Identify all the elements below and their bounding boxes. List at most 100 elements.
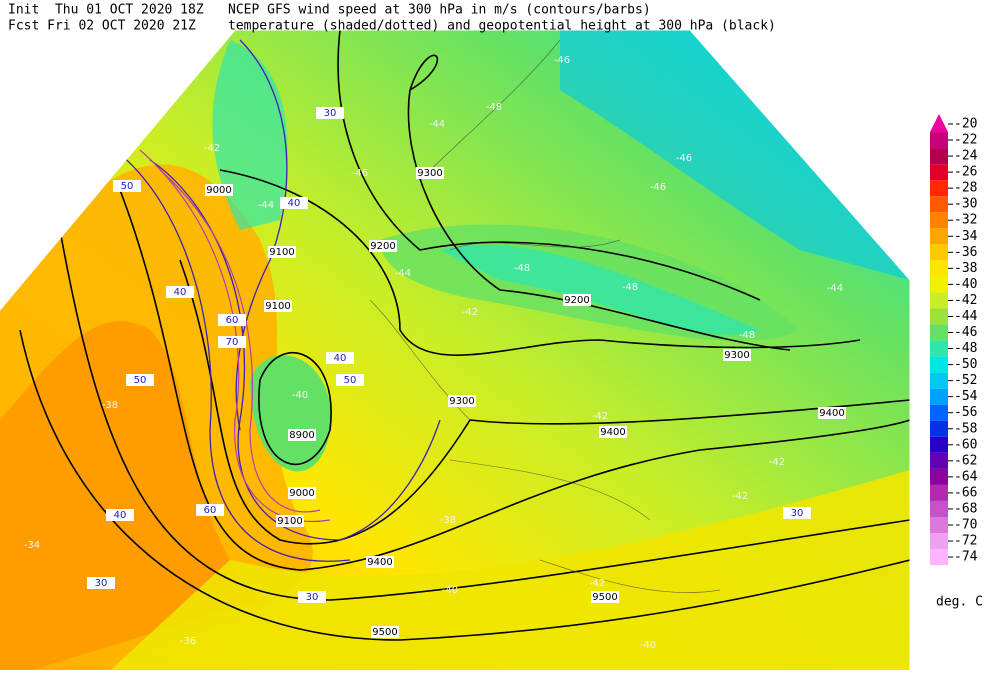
map-border xyxy=(0,29,911,670)
colorbar-label: -64 xyxy=(954,469,978,484)
height-label-box xyxy=(448,395,476,407)
colorbar-box xyxy=(930,340,948,357)
colorbar-label: -74 xyxy=(954,550,978,565)
height-label: 8900 xyxy=(289,430,314,441)
colorbar-box xyxy=(930,132,948,149)
height-label-box xyxy=(723,349,751,361)
colorbar-label: -34 xyxy=(954,229,978,244)
colorbar-box xyxy=(930,404,948,421)
colorbar-box xyxy=(930,372,948,389)
height-label: 9400 xyxy=(367,557,392,568)
colorbar-box xyxy=(930,212,948,229)
height-label: 9500 xyxy=(592,592,617,603)
colorbar-label: -52 xyxy=(954,373,977,388)
wind-label-box xyxy=(218,314,246,326)
height-label-box xyxy=(818,407,846,419)
temperature-label: -40 xyxy=(292,390,308,401)
height-label-box xyxy=(288,429,316,441)
colorbar-label: -22 xyxy=(954,133,977,148)
map-field xyxy=(0,30,910,670)
colorbar-box xyxy=(930,388,948,405)
wind-label-box xyxy=(316,107,344,119)
height-label: 9300 xyxy=(449,396,474,407)
colorbar-box xyxy=(930,500,948,517)
colorbar-box xyxy=(930,276,948,293)
colorbar-label: -30 xyxy=(954,197,977,212)
wind-label-box xyxy=(336,374,364,386)
colorbar-box xyxy=(930,533,948,550)
colorbar-box xyxy=(930,468,948,485)
wind-label-box xyxy=(126,374,154,386)
colorbar-box xyxy=(930,292,948,309)
wind-label: 40 xyxy=(288,198,301,209)
height-label-box xyxy=(276,515,304,527)
height-label: 9500 xyxy=(372,627,397,638)
colorbar-label: -24 xyxy=(954,149,978,164)
height-label: 9000 xyxy=(289,488,314,499)
wind-label: 30 xyxy=(324,108,337,119)
colorbar-label: -48 xyxy=(954,341,977,356)
temperature-label: -46 xyxy=(554,55,570,66)
height-label: 9000 xyxy=(206,185,231,196)
colorbar-label: -20 xyxy=(954,117,977,132)
colorbar-label: -72 xyxy=(954,534,977,549)
wind-label: 30 xyxy=(306,592,319,603)
wind-label-box xyxy=(326,352,354,364)
colorbar-label: -44 xyxy=(954,309,978,324)
colorbar-label: -28 xyxy=(954,181,977,196)
height-label-box xyxy=(371,626,399,638)
wind-label-box xyxy=(298,591,326,603)
temperature-label: -44 xyxy=(258,200,274,211)
height-label: 9300 xyxy=(724,350,749,361)
init-time: Init Thu 01 OCT 2020 18Z xyxy=(8,3,204,18)
colorbar-box xyxy=(930,148,948,165)
temperature-label: -36 xyxy=(180,636,196,647)
temperature-label: -44 xyxy=(395,268,411,279)
height-label-box xyxy=(264,300,292,312)
colorbar-box xyxy=(930,244,948,261)
temperature-label: -34 xyxy=(24,540,40,551)
height-label-box xyxy=(288,487,316,499)
height-label: 9200 xyxy=(564,295,589,306)
colorbar-box xyxy=(930,549,948,566)
wind-label: 50 xyxy=(121,181,134,192)
height-label: 9100 xyxy=(265,301,290,312)
height-label-box xyxy=(369,240,397,252)
temperature-label: -48 xyxy=(486,102,502,113)
colorbar-box xyxy=(930,324,948,341)
wind-label: 60 xyxy=(204,505,217,516)
wind-label: 40 xyxy=(334,353,347,364)
temperature-label: -48 xyxy=(739,330,755,341)
temperature-label: -46 xyxy=(676,153,692,164)
height-label-box xyxy=(599,426,627,438)
temperature-label: -42 xyxy=(732,491,748,502)
colorbar-label: -42 xyxy=(954,293,977,308)
colorbar-label: -32 xyxy=(954,213,977,228)
temperature-label: -42 xyxy=(589,578,605,589)
colorbar-label: -46 xyxy=(954,325,977,340)
colorbar-label: -62 xyxy=(954,453,977,468)
colorbar-box xyxy=(930,308,948,325)
temperature-label: -42 xyxy=(769,457,785,468)
height-label-box xyxy=(416,167,444,179)
height-label: 9100 xyxy=(277,516,302,527)
temperature-label: -48 xyxy=(514,263,530,274)
colorbar-box xyxy=(930,436,948,453)
wind-label-box xyxy=(280,197,308,209)
colorbar-label: -66 xyxy=(954,485,977,500)
temperature-label: -48 xyxy=(622,282,638,293)
colorbar-label: -70 xyxy=(954,518,977,533)
colorbar-label: -54 xyxy=(954,389,978,404)
temperature-label: -40 xyxy=(442,585,458,596)
colorbar-label: -26 xyxy=(954,165,977,180)
colorbar-label: -56 xyxy=(954,405,977,420)
wind-label: 70 xyxy=(226,337,239,348)
colorbar-box xyxy=(930,517,948,534)
wind-label-box xyxy=(87,577,115,589)
wind-label-box xyxy=(106,509,134,521)
wind-label: 60 xyxy=(226,315,239,326)
wind-label-box xyxy=(218,336,246,348)
map-subtitle: temperature (shaded/dotted) and geopoten… xyxy=(228,19,776,34)
height-label-box xyxy=(563,294,591,306)
